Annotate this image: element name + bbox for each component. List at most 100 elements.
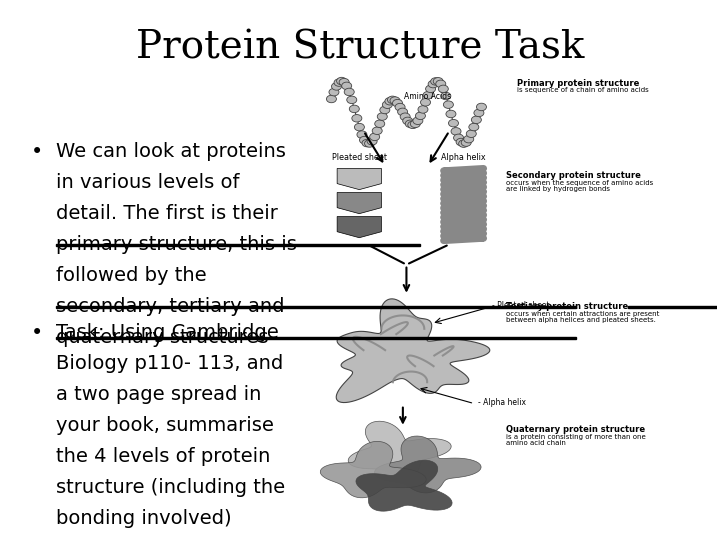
Circle shape — [451, 127, 461, 135]
FancyArrow shape — [337, 192, 382, 214]
Circle shape — [372, 127, 382, 134]
Circle shape — [472, 116, 482, 124]
Text: secondary, tertiary and: secondary, tertiary and — [56, 296, 285, 316]
Circle shape — [357, 131, 367, 138]
Circle shape — [438, 85, 449, 93]
Text: is sequence of a chain of amino acids: is sequence of a chain of amino acids — [517, 87, 649, 93]
Text: followed by the: followed by the — [56, 266, 207, 285]
Text: •: • — [32, 323, 44, 343]
Circle shape — [369, 133, 379, 140]
Text: amino acid chain: amino acid chain — [506, 440, 567, 446]
Polygon shape — [374, 436, 481, 493]
FancyArrow shape — [337, 217, 382, 238]
Polygon shape — [356, 460, 452, 511]
Bar — [56, 244, 420, 246]
Text: primary structure, this is: primary structure, this is — [56, 235, 297, 254]
Text: occurs when the sequence of amino acids: occurs when the sequence of amino acids — [506, 180, 654, 186]
Circle shape — [329, 89, 339, 96]
Circle shape — [344, 88, 354, 96]
Circle shape — [426, 85, 436, 92]
Circle shape — [423, 91, 433, 99]
Circle shape — [402, 117, 413, 125]
Circle shape — [395, 103, 405, 111]
Text: a two page spread in: a two page spread in — [56, 386, 262, 404]
Circle shape — [326, 95, 336, 103]
Text: bonding involved): bonding involved) — [56, 509, 232, 529]
Circle shape — [459, 140, 469, 147]
Circle shape — [377, 113, 387, 120]
Circle shape — [374, 120, 384, 127]
FancyArrow shape — [337, 168, 382, 190]
Circle shape — [342, 82, 351, 90]
Text: quaternary structures: quaternary structures — [56, 328, 269, 347]
Circle shape — [428, 80, 438, 88]
Circle shape — [418, 106, 428, 113]
Circle shape — [382, 101, 392, 109]
Text: Quaternary protein structure: Quaternary protein structure — [506, 425, 646, 434]
Circle shape — [436, 80, 446, 87]
Circle shape — [387, 96, 397, 104]
Circle shape — [331, 83, 341, 90]
Text: between alpha helices and pleated sheets.: between alpha helices and pleated sheets… — [506, 317, 657, 323]
Bar — [56, 338, 577, 339]
Text: Tertiary protein structure: Tertiary protein structure — [506, 302, 629, 311]
Circle shape — [397, 108, 408, 116]
Bar — [629, 306, 720, 308]
Circle shape — [334, 79, 344, 86]
Text: are linked by hydrogen bonds: are linked by hydrogen bonds — [506, 186, 611, 192]
Text: •: • — [32, 141, 44, 162]
Circle shape — [446, 110, 456, 118]
Text: Amino Acids: Amino Acids — [405, 92, 451, 101]
Text: Primary protein structure: Primary protein structure — [517, 79, 639, 88]
Circle shape — [385, 98, 395, 105]
Circle shape — [408, 121, 418, 129]
Text: structure (including the: structure (including the — [56, 478, 286, 497]
Circle shape — [380, 106, 390, 114]
Circle shape — [441, 92, 451, 100]
Text: Alpha helix: Alpha helix — [441, 153, 486, 162]
Polygon shape — [348, 421, 451, 476]
Circle shape — [474, 109, 484, 117]
Circle shape — [467, 130, 477, 138]
Text: the 4 levels of protein: the 4 levels of protein — [56, 448, 271, 467]
Text: Biology p110- 113, and: Biology p110- 113, and — [56, 354, 284, 374]
Circle shape — [362, 139, 372, 147]
Polygon shape — [320, 441, 426, 498]
Circle shape — [339, 78, 349, 86]
Text: Task: Using Cambridge: Task: Using Cambridge — [56, 323, 279, 342]
Text: Protein Structure Task: Protein Structure Task — [136, 30, 584, 66]
Circle shape — [336, 77, 346, 85]
Circle shape — [449, 119, 459, 127]
Text: is a protein consisting of more than one: is a protein consisting of more than one — [506, 434, 647, 440]
Circle shape — [400, 113, 410, 120]
Circle shape — [364, 140, 374, 147]
Text: - Pleated sheet: - Pleated sheet — [492, 301, 550, 310]
Circle shape — [420, 99, 431, 106]
Bar — [56, 306, 577, 308]
Text: detail. The first is their: detail. The first is their — [56, 204, 278, 222]
Text: in various levels of: in various levels of — [56, 173, 240, 192]
Text: - Alpha helix: - Alpha helix — [478, 398, 526, 407]
Circle shape — [454, 134, 464, 141]
Circle shape — [462, 139, 471, 146]
Circle shape — [477, 103, 487, 111]
Circle shape — [354, 123, 364, 131]
Circle shape — [433, 78, 444, 85]
Circle shape — [413, 117, 423, 125]
Circle shape — [444, 101, 454, 109]
Circle shape — [469, 123, 479, 131]
Polygon shape — [336, 299, 490, 402]
Circle shape — [410, 120, 420, 127]
Circle shape — [431, 78, 441, 85]
Text: Pleated sheet: Pleated sheet — [332, 153, 387, 162]
Circle shape — [359, 136, 369, 144]
Circle shape — [347, 96, 357, 104]
Circle shape — [464, 136, 474, 143]
Circle shape — [456, 138, 466, 146]
Text: Secondary protein structure: Secondary protein structure — [506, 171, 642, 180]
Circle shape — [349, 105, 359, 113]
Circle shape — [392, 99, 402, 107]
Circle shape — [367, 138, 377, 145]
Circle shape — [405, 120, 415, 127]
Circle shape — [390, 97, 400, 104]
